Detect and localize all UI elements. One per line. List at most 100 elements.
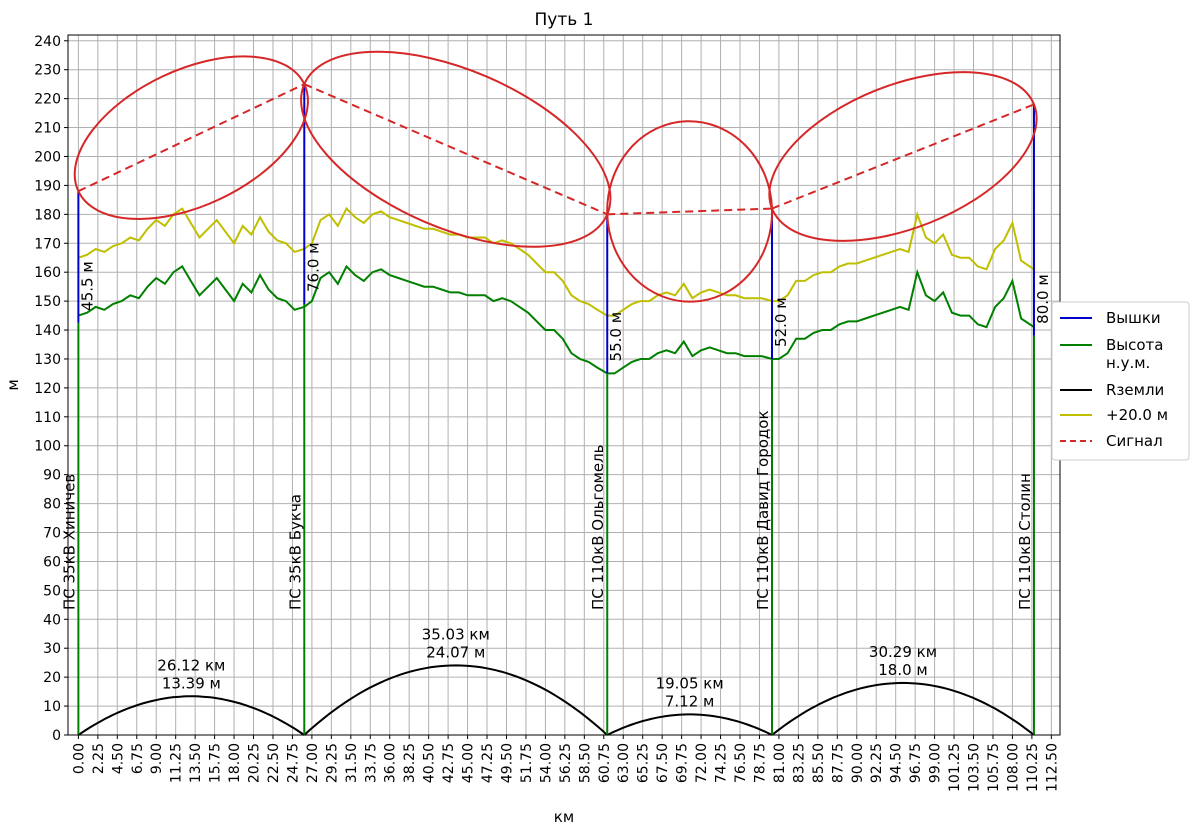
y-tick-label: 90 <box>43 468 61 484</box>
distance-label: 19.05 км <box>656 674 724 692</box>
signal-line <box>303 83 608 216</box>
tower-height-label: 45.5 м <box>78 261 96 310</box>
station-label: ПС 110кВ Столин <box>1016 473 1034 610</box>
x-tick-label: 101.25 <box>947 743 963 792</box>
grid <box>68 35 1060 736</box>
x-tick-label: 15.75 <box>208 743 224 783</box>
y-tick-label: 140 <box>34 323 61 339</box>
legend-label: +20.0 м <box>1106 406 1168 424</box>
x-tick-label: 83.25 <box>791 743 807 783</box>
x-tick-label: 110.25 <box>1025 743 1041 792</box>
x-tick-label: 56.25 <box>558 743 574 783</box>
distance-label: 26.12 км <box>157 656 225 674</box>
x-tick-label: 63.00 <box>616 743 632 783</box>
station-label: ПС 35кВ Хиничев <box>60 474 78 610</box>
chart-title: Путь 1 <box>535 10 594 30</box>
bulge-label: 24.07 м <box>426 643 485 661</box>
signal-series <box>73 50 1038 303</box>
x-tick-label: 9.00 <box>149 743 165 774</box>
x-tick-label: 47.25 <box>480 743 496 783</box>
earth-arc <box>606 713 773 736</box>
fresnel-zone <box>768 71 1038 242</box>
signal-line <box>607 207 773 216</box>
x-tick-label: 24.75 <box>285 743 301 783</box>
x-tick-label: 81.00 <box>772 743 788 783</box>
earth-arc <box>303 664 608 736</box>
legend-label: Сигнал <box>1106 432 1163 450</box>
y-tick-label: 0 <box>52 728 61 744</box>
x-tick-label: 6.75 <box>130 743 146 774</box>
y-tick-label: 10 <box>43 699 61 715</box>
station-label: ПС 110кВ Ольгомель <box>589 444 607 610</box>
x-tick-label: 2.25 <box>91 743 107 774</box>
x-tick-label: 69.75 <box>675 743 691 783</box>
y-tick-label: 220 <box>34 92 61 108</box>
x-axis-label: км <box>554 808 574 826</box>
x-tick-label: 74.25 <box>714 743 730 783</box>
tower-height-label: 52.0 м <box>772 297 790 346</box>
tower-height-label: 76.0 м <box>304 243 322 292</box>
y-tick-label: 70 <box>43 526 61 542</box>
x-tick-label: 94.50 <box>889 743 905 783</box>
y-tick-label: 120 <box>34 381 61 397</box>
signal-line <box>771 103 1035 210</box>
x-tick-label: 65.25 <box>636 743 652 783</box>
y-tick-label: 130 <box>34 352 61 368</box>
station-label: ПС 110кВ Давид Городок <box>754 410 772 610</box>
signal-line <box>77 83 305 193</box>
legend-label: Rземли <box>1106 381 1164 399</box>
x-tick-label: 40.50 <box>422 743 438 783</box>
x-tick-label: 92.25 <box>869 743 885 783</box>
y-tick-label: 110 <box>34 410 61 426</box>
y-tick-label: 240 <box>34 34 61 50</box>
y-tick-label: 20 <box>43 670 61 686</box>
x-tick-label: 87.75 <box>830 743 846 783</box>
offset-line <box>78 206 1035 317</box>
bulge-label: 18.0 м <box>878 661 927 679</box>
x-tick-label: 13.50 <box>188 743 204 783</box>
y-tick-label: 100 <box>34 439 61 455</box>
y-tick-label: 200 <box>34 149 61 165</box>
x-tick-label: 11.25 <box>169 743 185 783</box>
x-tick-label: 33.75 <box>363 743 379 783</box>
x-tick-label: 45.00 <box>461 743 477 783</box>
distance-label: 35.03 км <box>422 625 490 643</box>
earth-arc <box>771 681 1035 736</box>
y-axis-label: м <box>4 379 22 390</box>
x-tick-label: 58.50 <box>577 743 593 783</box>
x-tick-label: 18.00 <box>227 743 243 783</box>
x-tick-label: 31.50 <box>344 743 360 783</box>
y-tick-label: 170 <box>34 236 61 252</box>
y-tick-label: 30 <box>43 641 61 657</box>
distance-label: 30.29 км <box>869 643 937 661</box>
x-tick-label: 60.75 <box>597 743 613 783</box>
y-tick-label: 50 <box>43 583 61 599</box>
earth-arc <box>77 695 305 736</box>
x-tick-label: 112.50 <box>1044 743 1060 792</box>
x-tick-label: 51.75 <box>519 743 535 783</box>
legend-box <box>1051 301 1190 461</box>
x-tick-label: 49.50 <box>499 743 515 783</box>
y-tick-label: 150 <box>34 294 61 310</box>
bulge-label: 13.39 м <box>162 674 221 692</box>
y-tick-label: 190 <box>34 178 61 194</box>
earth-curvature-series <box>77 664 1035 736</box>
x-tick-label: 96.75 <box>908 743 924 783</box>
y-tick-label: 40 <box>43 612 61 628</box>
station-label: ПС 35кВ Букча <box>286 494 304 610</box>
y-axis: 0 10 20 30 40 50 60 70 80 90 100 110 120 130 140 150 160… <box>34 34 68 744</box>
x-tick-label: 90.00 <box>850 743 866 783</box>
y-tick-label: 210 <box>34 121 61 137</box>
x-axis: 0.00 2.25 4.50 6.75 9.00 11.25 13.50 15.75 18.00… <box>71 735 1060 792</box>
terrain-line <box>78 264 1035 375</box>
tower-height-label: 80.0 м <box>1034 274 1052 323</box>
towers-series <box>77 84 1035 735</box>
tower-height-label: 55.0 м <box>607 312 625 361</box>
x-tick-label: 20.25 <box>247 743 263 783</box>
plot-frame <box>67 34 1061 736</box>
x-tick-label: 105.75 <box>986 743 1002 792</box>
fresnel-zone <box>300 50 612 248</box>
x-tick-label: 38.25 <box>402 743 418 783</box>
